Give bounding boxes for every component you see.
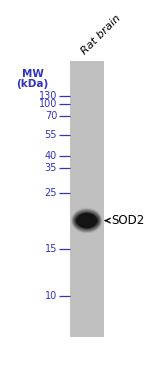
Ellipse shape — [76, 215, 97, 227]
Text: 70: 70 — [45, 111, 57, 121]
Ellipse shape — [77, 216, 97, 226]
Text: MW: MW — [22, 69, 44, 79]
Ellipse shape — [76, 214, 98, 227]
Ellipse shape — [76, 215, 97, 226]
Ellipse shape — [73, 211, 100, 230]
Ellipse shape — [77, 212, 97, 229]
Ellipse shape — [72, 209, 102, 232]
Ellipse shape — [72, 209, 101, 232]
Ellipse shape — [76, 214, 98, 227]
Ellipse shape — [73, 210, 101, 231]
Ellipse shape — [74, 211, 100, 230]
Text: 15: 15 — [45, 244, 57, 254]
Ellipse shape — [71, 208, 102, 233]
Ellipse shape — [73, 210, 100, 231]
Ellipse shape — [77, 216, 96, 225]
Ellipse shape — [74, 212, 99, 229]
Ellipse shape — [75, 212, 99, 229]
Ellipse shape — [74, 212, 99, 229]
Text: 100: 100 — [39, 100, 57, 109]
Ellipse shape — [78, 216, 96, 225]
Text: (kDa): (kDa) — [17, 79, 49, 89]
Bar — [70, 61, 104, 337]
Text: 35: 35 — [45, 163, 57, 173]
Ellipse shape — [72, 209, 102, 233]
Ellipse shape — [72, 209, 101, 232]
Text: 25: 25 — [45, 189, 57, 198]
Ellipse shape — [75, 213, 98, 228]
Ellipse shape — [71, 208, 102, 234]
Text: 10: 10 — [45, 291, 57, 301]
Ellipse shape — [71, 208, 102, 233]
Ellipse shape — [77, 215, 97, 226]
Ellipse shape — [76, 214, 97, 227]
Text: SOD2: SOD2 — [112, 214, 145, 227]
Ellipse shape — [75, 213, 98, 228]
Text: 55: 55 — [45, 130, 57, 140]
Ellipse shape — [75, 213, 99, 228]
Text: Rat brain: Rat brain — [80, 13, 123, 56]
Ellipse shape — [75, 212, 99, 229]
Ellipse shape — [76, 214, 98, 227]
Text: 130: 130 — [39, 91, 57, 101]
Ellipse shape — [77, 216, 96, 225]
Ellipse shape — [72, 209, 101, 232]
Ellipse shape — [73, 211, 100, 230]
Text: 40: 40 — [45, 151, 57, 161]
Ellipse shape — [73, 210, 101, 231]
Ellipse shape — [74, 212, 100, 230]
Ellipse shape — [74, 211, 100, 230]
